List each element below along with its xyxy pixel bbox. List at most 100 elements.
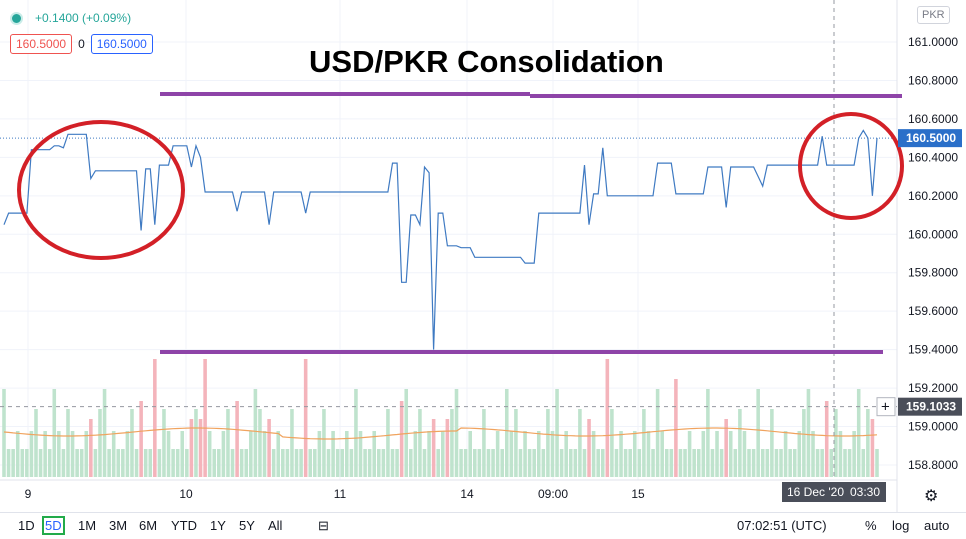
volume-bar [15, 431, 20, 477]
volume-bar [358, 431, 363, 477]
volume-bar [587, 419, 591, 477]
volume-bar [436, 449, 440, 477]
volume-bar [591, 431, 596, 477]
volume-bar [692, 449, 696, 477]
volume-bar [715, 431, 719, 477]
volume-bar [669, 449, 674, 477]
range-1m[interactable]: 1M [78, 518, 97, 533]
y-tick-label: 158.8000 [908, 458, 958, 472]
volume-bar [450, 409, 454, 477]
volume-bar [642, 409, 646, 477]
volume-bar [628, 449, 632, 477]
range-3m[interactable]: 3M [109, 518, 128, 533]
volume-bar [527, 449, 532, 477]
auto-toggle[interactable]: auto [924, 518, 950, 533]
volume-bar [130, 409, 134, 477]
volume-bar [660, 431, 664, 477]
volume-bar [687, 431, 692, 477]
volume-bar [6, 449, 11, 477]
bid-price[interactable]: 160.5000 [10, 34, 73, 54]
volume-bar [20, 449, 25, 477]
x-tick-label: 11 [334, 487, 347, 501]
range-5d[interactable]: 5D [42, 516, 65, 535]
range-6m[interactable]: 6M [139, 518, 158, 533]
volume-bar [856, 389, 861, 477]
crosshair-time-label-bg [782, 482, 886, 502]
volume-bar [431, 419, 436, 477]
y-tick-label: 159.6000 [908, 304, 958, 318]
highlight-circle-right [798, 112, 904, 220]
volume-bar [38, 449, 43, 477]
volume-bar [47, 449, 52, 477]
volume-bar [463, 449, 468, 477]
currency-badge: PKR [917, 6, 950, 24]
volume-bar [84, 431, 89, 477]
volume-bar [354, 389, 358, 477]
volume-bar [157, 449, 162, 477]
volume-bar [806, 389, 811, 477]
volume-bar [75, 449, 79, 477]
volume-bar [875, 449, 879, 477]
volume-bar [738, 409, 742, 477]
volume-bar [171, 449, 175, 477]
volume-bar [477, 449, 482, 477]
volume-bar [637, 449, 642, 477]
calendar-icon[interactable]: ⊟ [318, 518, 329, 533]
gear-icon[interactable]: ⚙ [924, 488, 939, 505]
crosshair-date-label: 16 Dec '20 [787, 485, 844, 499]
volume-bar [861, 449, 866, 477]
volume-bar [770, 409, 774, 477]
volume-bar [523, 431, 527, 477]
crosshair-clock-label: 03:30 [850, 485, 880, 499]
y-tick-label: 159.4000 [908, 343, 958, 357]
volume-bar [221, 431, 226, 477]
volume-bar [811, 431, 815, 477]
ask-price[interactable]: 160.5000 [90, 34, 153, 54]
volume-bar [459, 449, 463, 477]
crosshair-price-label-bg [898, 397, 962, 416]
volume-bar [285, 449, 290, 477]
log-toggle[interactable]: log [892, 518, 910, 533]
volume-bar [568, 449, 573, 477]
volume-bar [253, 389, 258, 477]
range-ytd[interactable]: YTD [171, 518, 197, 533]
volume-bar [696, 449, 701, 477]
volume-bar [111, 431, 116, 477]
volume-bar [701, 431, 706, 477]
volume-bar [788, 449, 792, 477]
y-tick-label: 160.8000 [908, 73, 958, 87]
volume-bar [536, 431, 541, 477]
volume-bar [870, 419, 875, 477]
volume-bar [509, 431, 514, 477]
volume-bar [468, 431, 472, 477]
volume-bar [760, 449, 765, 477]
volume-bar [381, 449, 386, 477]
volume-bar [313, 449, 317, 477]
range-5y[interactable]: 5Y [239, 518, 255, 533]
volume-bar [555, 389, 559, 477]
volume-bar [116, 449, 121, 477]
volume-bar [180, 431, 185, 477]
range-1y[interactable]: 1Y [210, 518, 226, 533]
range-all[interactable]: All [268, 518, 283, 533]
volume-bar [290, 409, 294, 477]
volume-bar [824, 401, 829, 477]
volume-bar [427, 431, 431, 477]
volume-bar [267, 419, 271, 477]
volume-bar [230, 449, 235, 477]
volume-bar [820, 449, 824, 477]
volume-bar [605, 359, 610, 477]
volume-bar [194, 409, 198, 477]
chart-title: USD/PKR Consolidation [309, 44, 664, 79]
range-1d[interactable]: 1D [18, 518, 35, 533]
percent-toggle[interactable]: % [865, 518, 877, 533]
bid-ask-panel: 160.5000 0 160.5000 [10, 34, 153, 54]
volume-bar [2, 389, 6, 477]
last-price-label-bg [898, 129, 962, 148]
volume-bar [518, 449, 523, 477]
volume-bar [834, 409, 838, 477]
y-tick-label: 160.2000 [908, 189, 958, 203]
volume-bar [25, 449, 29, 477]
volume-bar [573, 449, 578, 477]
